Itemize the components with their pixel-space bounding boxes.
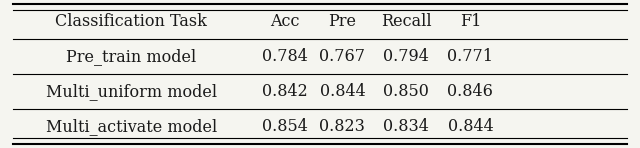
Text: 0.846: 0.846 <box>447 83 493 100</box>
Text: 0.842: 0.842 <box>262 83 308 100</box>
Text: 0.784: 0.784 <box>262 48 308 65</box>
Text: Recall: Recall <box>381 13 432 30</box>
Text: 0.767: 0.767 <box>319 48 365 65</box>
Text: 0.823: 0.823 <box>319 118 365 135</box>
Text: Multi_activate model: Multi_activate model <box>45 118 217 135</box>
Text: Multi_uniform model: Multi_uniform model <box>45 83 217 100</box>
Text: 0.834: 0.834 <box>383 118 429 135</box>
Text: 0.844: 0.844 <box>319 83 365 100</box>
Text: F1: F1 <box>460 13 481 30</box>
Text: Classification Task: Classification Task <box>55 13 207 30</box>
Text: Pre: Pre <box>328 13 356 30</box>
Text: 0.844: 0.844 <box>447 118 493 135</box>
Text: 0.771: 0.771 <box>447 48 493 65</box>
Text: 0.854: 0.854 <box>262 118 308 135</box>
Text: 0.794: 0.794 <box>383 48 429 65</box>
Text: Acc: Acc <box>270 13 300 30</box>
Text: Pre_train model: Pre_train model <box>66 48 196 65</box>
Text: 0.850: 0.850 <box>383 83 429 100</box>
